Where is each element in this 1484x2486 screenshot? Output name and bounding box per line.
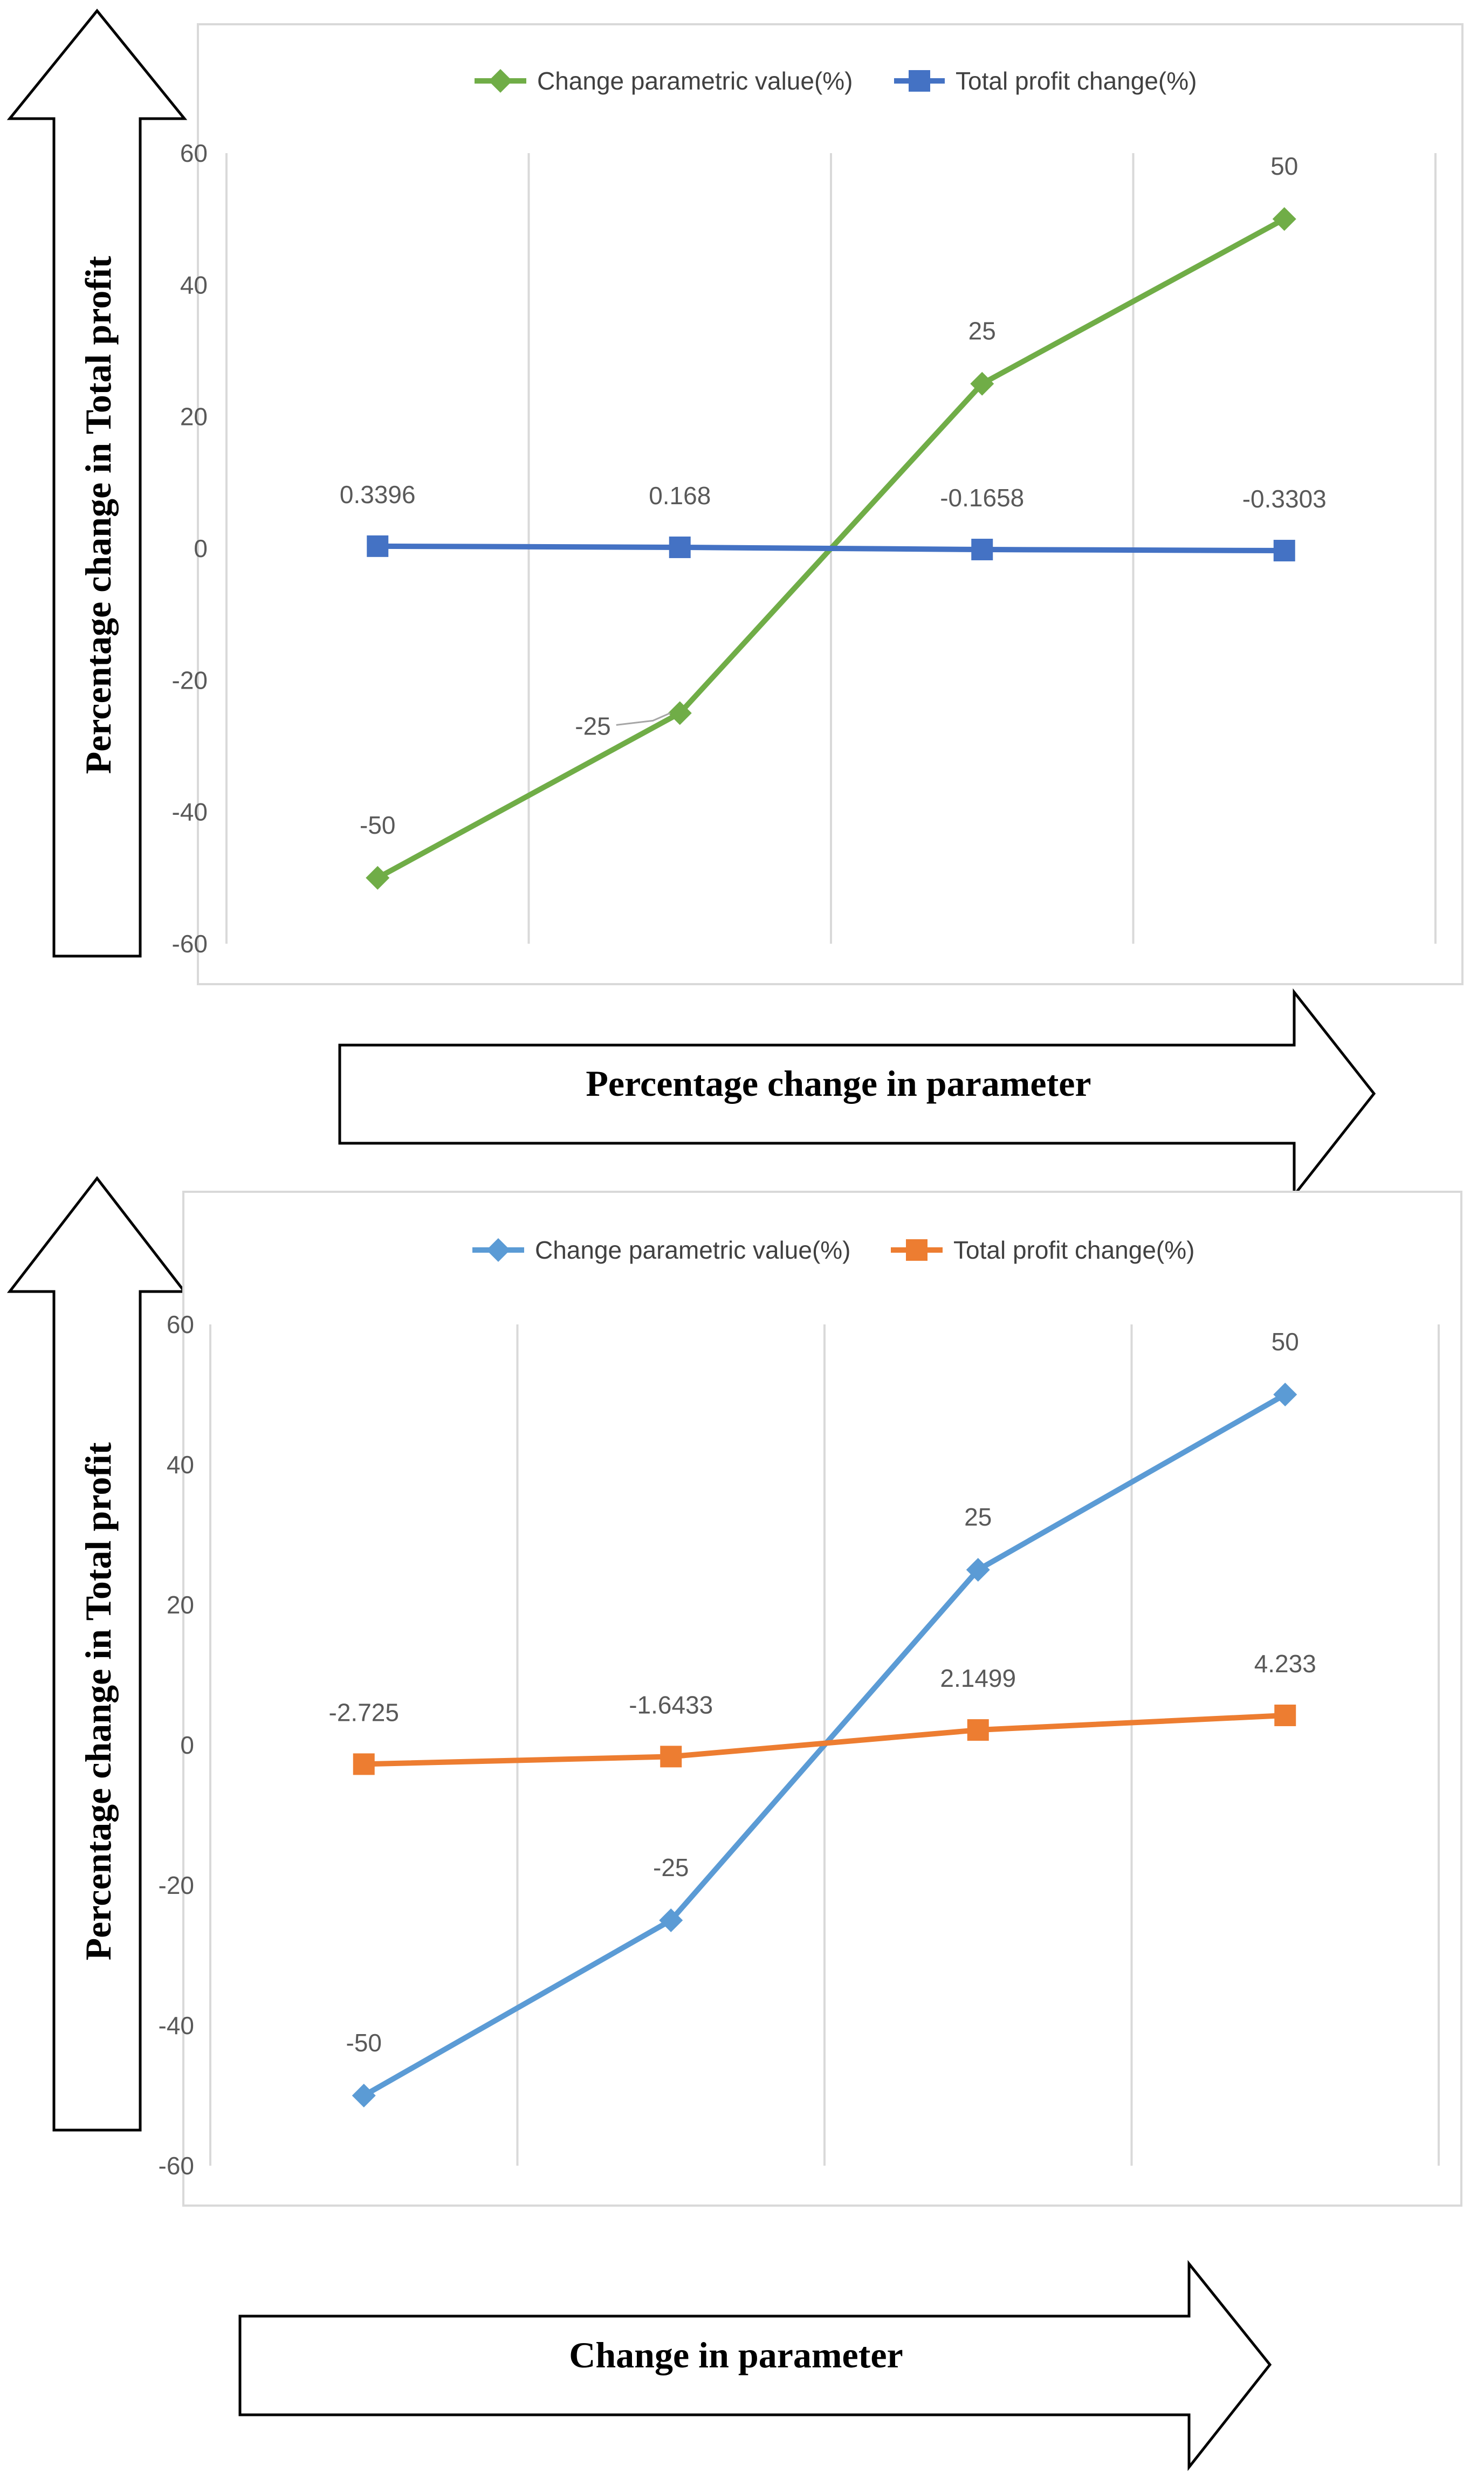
x-arrow-shape-1 [338,988,1376,1199]
y-arrow-label-1: Percentage change in Total profit [78,256,119,774]
data-point-marker [367,535,389,557]
legend-2-series-1-marker [486,1238,510,1262]
y-tick-label: 60 [167,1310,194,1338]
data-label: -25 [575,712,610,740]
series-line [363,1712,1286,1767]
data-point-marker [353,1753,375,1775]
y-tick-label: 60 [180,139,208,167]
data-point-marker [966,1558,990,1582]
data-point-marker [967,1719,989,1741]
series-line [377,543,1284,554]
data-label: 25 [964,1503,992,1531]
data-label: -2.725 [329,1698,399,1726]
y-tick-labels-1: -60 -40 -20 0 20 40 60 [172,139,208,958]
legend-2-series-2-marker [906,1239,927,1261]
data-label: 4.233 [1254,1650,1316,1678]
x-arrow-label-2: Change in parameter [569,2334,903,2375]
y-arrow-shape-1 [6,9,188,958]
legend-1-series-1-marker [489,69,512,93]
data-label: -1.6433 [629,1691,713,1719]
panel-2: Percentage change in Total profit -60 -40… [6,1176,1462,2471]
data-point-marker [660,1746,682,1768]
x-arrow-1: Percentage change in parameter [338,988,1376,1199]
chart-frame-2 [182,1191,1462,2207]
data-label: -25 [653,1853,689,1881]
data-point-marker [366,866,390,890]
data-label: 50 [1270,152,1298,180]
y-tick-label: 0 [194,534,208,562]
data-label: -50 [346,2029,382,2057]
data-label: 0.168 [649,482,711,510]
y-tick-labels-2: -60 -40 -20 0 20 40 60 [159,1310,194,2180]
x-arrow-label-1: Percentage change in parameter [586,1063,1091,1104]
data-label-callout [616,712,671,726]
gridlines-2 [209,1324,1440,2166]
data-point-marker [659,1908,683,1932]
y-tick-label: -40 [159,2011,194,2039]
data-label: -50 [360,811,395,839]
data-point-marker [1273,540,1295,562]
data-point-marker [1274,1704,1296,1726]
y-tick-label: -60 [172,930,208,958]
data-label: -0.3303 [1242,485,1327,513]
data-label: 25 [968,317,996,345]
y-tick-label: 0 [180,1731,194,1759]
y-tick-label: -40 [172,798,208,826]
data-point-marker [1272,207,1296,231]
data-point-marker [669,536,691,558]
x-arrow-shape-2 [238,2260,1272,2471]
series-group-1 [366,207,1296,890]
y-tick-label: 20 [180,403,208,431]
data-point-marker [668,701,692,725]
chart-1: -60 -40 -20 0 20 40 60 -50 -25 25 50 0.3396 0.168 -0… [172,67,1437,958]
series-group-2 [352,1383,1297,2107]
legend-2-series-2-label-a: Change parametric value(%) [535,1236,851,1264]
data-label: 50 [1272,1328,1299,1356]
y-arrow-shape-2 [6,1176,188,2132]
legend-2: Change parametric value(%) Total profit … [472,1236,1194,1264]
legend-1: Change parametric value(%) Total profit … [475,67,1197,95]
panel-1: Percentage change in Total profit -60 -40… [6,9,1464,1199]
data-point-marker [1273,1383,1297,1406]
data-point-marker [352,2084,376,2107]
y-arrow-2: Percentage change in Total profit [6,1176,188,2132]
legend-1-series-2-marker [909,70,930,92]
y-tick-label: 40 [167,1451,194,1479]
y-tick-label: -20 [172,666,208,694]
y-tick-label: 40 [180,271,208,299]
legend-2-series-2-label: Total profit change(%) [953,1236,1194,1264]
y-arrow-label-2: Percentage change in Total profit [78,1442,119,1960]
y-arrow-1: Percentage change in Total profit [6,9,188,958]
chart-2: -60 -40 -20 0 20 40 60 -50 -25 25 50 -2.725 -1.6433… [159,1236,1440,2180]
legend-1-series-2-label: Total profit change(%) [956,67,1197,95]
data-labels-1: -50 -25 25 50 0.3396 0.168 -0.1658 -0.3303 [340,152,1327,839]
data-point-marker [971,539,993,561]
data-labels-2: -50 -25 25 50 -2.725 -1.6433 2.1499 4.233 [329,1328,1316,2057]
data-label: -0.1658 [940,484,1024,512]
data-point-marker [970,372,994,396]
y-tick-label: -20 [159,1871,194,1899]
x-arrow-2: Change in parameter [238,2260,1272,2471]
y-tick-label: 20 [167,1591,194,1619]
legend-1-series-1-label: Change parametric value(%) [537,67,853,95]
y-tick-label: -60 [159,2152,194,2180]
data-label: 2.1499 [940,1664,1016,1692]
data-label: 0.3396 [340,480,416,509]
